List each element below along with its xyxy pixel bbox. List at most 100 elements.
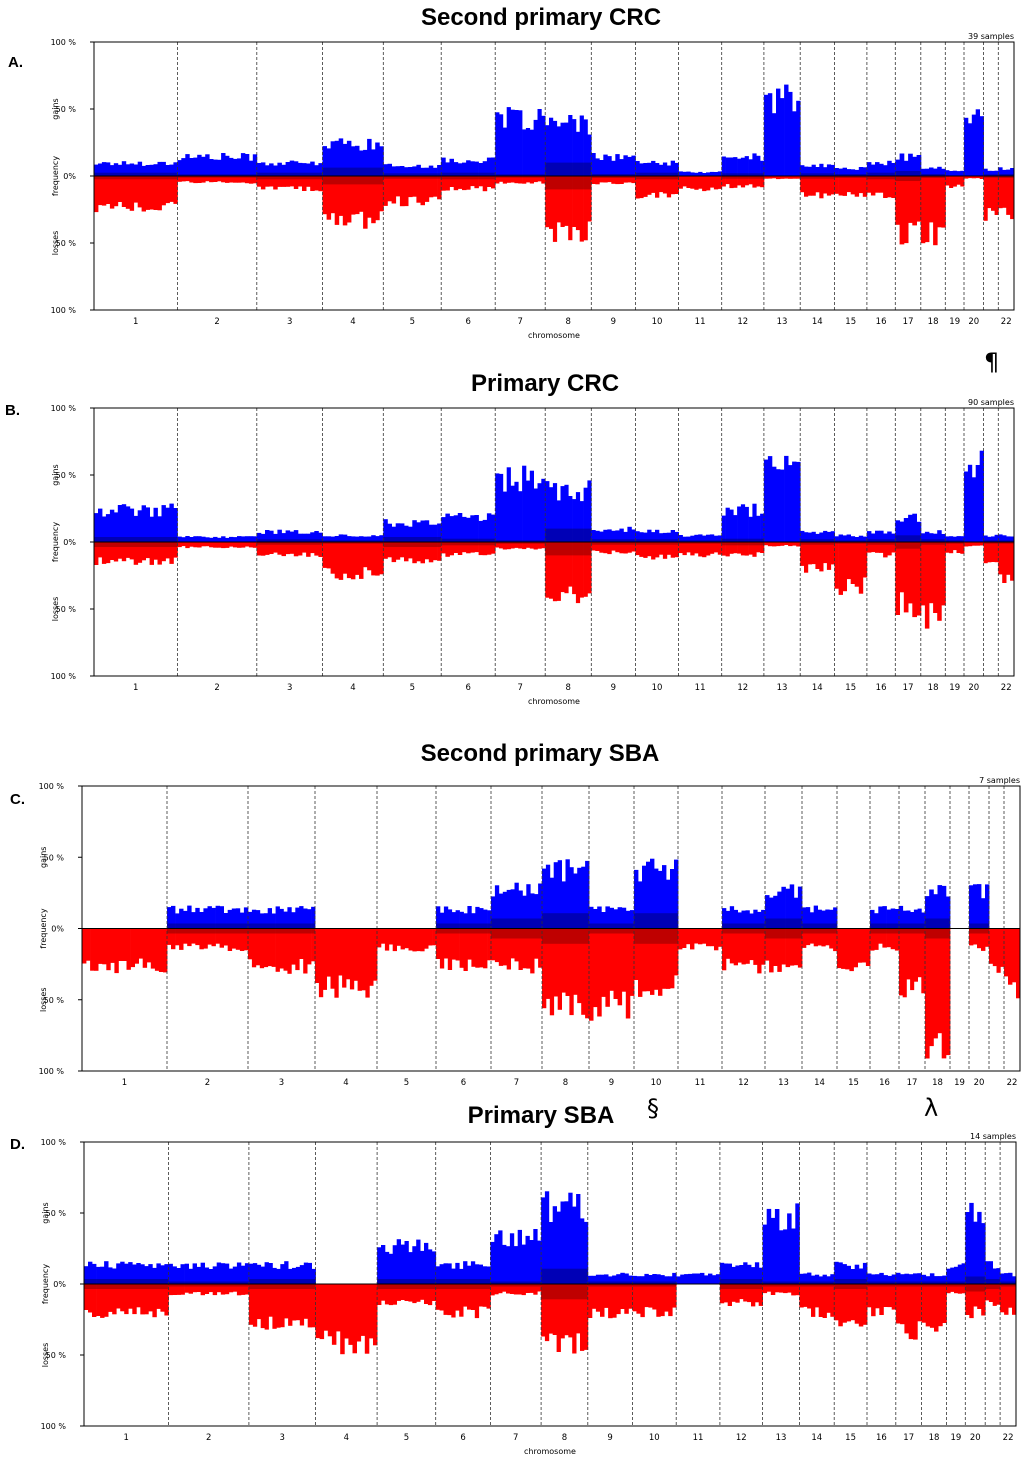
loss-bar bbox=[908, 542, 913, 604]
gain-bar bbox=[672, 1272, 677, 1284]
loss-bar bbox=[307, 928, 312, 965]
panel-b: Primary CRC B. 100 % 50 % 0% 50 % 100 % gains… bbox=[0, 366, 1024, 711]
gain-bar bbox=[619, 159, 624, 176]
chromosome-label: 17 bbox=[907, 1078, 918, 1088]
loss-bar bbox=[754, 1284, 760, 1303]
loss-bar bbox=[819, 176, 824, 199]
loss-bar bbox=[84, 1284, 89, 1310]
loss-bar bbox=[299, 1284, 305, 1326]
chromosome-label: 7 bbox=[514, 1078, 519, 1088]
loss-bar bbox=[163, 928, 168, 973]
loss-bar bbox=[522, 542, 527, 550]
loss-bar bbox=[647, 176, 652, 195]
loss-bar bbox=[525, 542, 531, 548]
loss-bar bbox=[767, 176, 773, 179]
loss-bar bbox=[495, 542, 500, 548]
gain-bar bbox=[769, 897, 774, 929]
loss-bar bbox=[985, 928, 990, 947]
loss-bar bbox=[227, 928, 233, 951]
gain-bar bbox=[787, 1213, 792, 1284]
loss-bar bbox=[823, 176, 828, 194]
loss-bar bbox=[432, 542, 438, 561]
loss-bar bbox=[223, 928, 229, 946]
gain-bar bbox=[916, 521, 922, 542]
loss-bar bbox=[149, 542, 154, 565]
loss-bar bbox=[589, 928, 594, 1021]
gain-bar bbox=[459, 911, 464, 929]
gain-bar bbox=[817, 909, 822, 929]
gain-bar bbox=[694, 172, 699, 176]
gain-bar bbox=[408, 167, 413, 176]
loss-bar bbox=[544, 1284, 550, 1342]
loss-bar bbox=[929, 1284, 935, 1328]
loss-bar bbox=[739, 1284, 744, 1300]
loss-bar bbox=[502, 542, 507, 550]
loss-bar bbox=[664, 1284, 669, 1312]
gain-bar bbox=[579, 115, 584, 176]
loss-bar bbox=[969, 1284, 974, 1319]
gain-overlap-bar bbox=[435, 1279, 491, 1284]
loss-bar bbox=[723, 1284, 729, 1303]
loss-bar bbox=[967, 542, 973, 547]
gain-bar bbox=[169, 503, 174, 542]
gain-bar bbox=[552, 1206, 557, 1284]
chromosome-label: 1 bbox=[133, 317, 138, 327]
loss-bar bbox=[541, 542, 546, 549]
loss-overlap-bar bbox=[248, 928, 315, 934]
loss-bar bbox=[491, 176, 496, 189]
loss-bar bbox=[979, 542, 984, 546]
loss-bar bbox=[420, 542, 425, 564]
chromosome-label: 15 bbox=[845, 1433, 856, 1443]
loss-bar bbox=[933, 928, 938, 1039]
gain-bar bbox=[346, 536, 352, 542]
loss-bar bbox=[985, 1284, 990, 1301]
loss-bar bbox=[666, 928, 671, 989]
gain-bar bbox=[169, 164, 174, 176]
loss-bar bbox=[651, 542, 656, 560]
loss-bar bbox=[706, 176, 711, 191]
loss-bar bbox=[399, 176, 405, 207]
loss-overlap-bar bbox=[635, 542, 679, 545]
loss-bar bbox=[648, 1284, 653, 1308]
loss-bar bbox=[529, 176, 534, 184]
loss-bar bbox=[463, 1284, 468, 1307]
gain-bar bbox=[167, 907, 172, 929]
gain-bar bbox=[875, 530, 880, 542]
loss-bar bbox=[145, 176, 150, 210]
gain-bar bbox=[807, 532, 812, 542]
gain-bar bbox=[541, 1197, 546, 1284]
gain-bar bbox=[950, 1267, 955, 1284]
loss-bar bbox=[682, 928, 687, 948]
loss-bar bbox=[470, 176, 475, 187]
loss-bar bbox=[709, 542, 715, 554]
gain-bar bbox=[670, 869, 675, 929]
gain-bar bbox=[797, 886, 803, 929]
chromosome-label: 15 bbox=[845, 317, 856, 327]
loss-bar bbox=[399, 542, 405, 558]
loss-bar bbox=[355, 542, 360, 575]
gain-bar bbox=[662, 162, 668, 176]
gain-bar bbox=[822, 1274, 827, 1284]
loss-bar bbox=[404, 928, 409, 949]
loss-bar bbox=[858, 176, 864, 194]
loss-bar bbox=[1002, 176, 1007, 208]
gain-bar bbox=[153, 507, 158, 542]
gain-bar bbox=[751, 1267, 756, 1284]
gain-bar bbox=[858, 1268, 864, 1284]
gain-bar bbox=[478, 1264, 483, 1284]
gain-bar bbox=[780, 98, 785, 176]
loss-bar bbox=[662, 176, 668, 194]
loss-bar bbox=[1000, 1284, 1005, 1313]
loss-bar bbox=[725, 928, 731, 959]
gain-bar bbox=[510, 889, 515, 929]
loss-bar bbox=[522, 928, 527, 969]
chromosome-label: 4 bbox=[350, 317, 355, 327]
loss-bar bbox=[447, 928, 453, 970]
loss-bar bbox=[326, 542, 332, 569]
loss-overlap-bar bbox=[322, 542, 384, 544]
loss-bar bbox=[883, 542, 888, 558]
loss-bar bbox=[967, 176, 973, 179]
loss-bar bbox=[616, 1284, 621, 1315]
loss-bar bbox=[624, 1284, 629, 1314]
gain-bar bbox=[396, 1239, 401, 1284]
